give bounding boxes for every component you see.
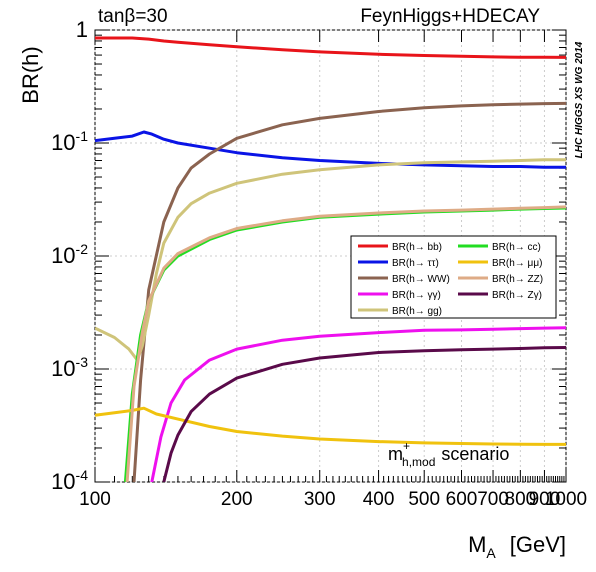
series-line: [95, 408, 566, 444]
legend-label: BR(h→ ZZ): [492, 274, 543, 285]
x-tick-label: 200: [221, 489, 253, 510]
scenario-label: m+ h,mod scenario: [388, 439, 509, 469]
y-tick-label: 1: [76, 17, 88, 42]
x-tick-label: 500: [408, 489, 440, 510]
legend-label: BR(h→ gg): [392, 306, 442, 317]
legend-label: BR(h→ bb): [392, 242, 442, 253]
x-axis-label: MA [GeV]: [468, 532, 566, 561]
x-tick-label: 300: [304, 489, 336, 510]
title-left: tanβ=30: [98, 6, 168, 27]
legend: BR(h→ bb) BR(h→ ττ) BR(h→ WW) BR(h→ γγ) BR(h…: [351, 236, 556, 318]
legend-label: BR(h→ μμ): [492, 258, 542, 269]
watermark: LHC HIGGS XS WG 2014: [574, 41, 585, 158]
y-tick-label: 10-2: [51, 241, 88, 268]
series-line: [95, 38, 566, 57]
scenario-sub: h,mod: [402, 455, 435, 469]
x-axis-label-sub: A: [486, 545, 496, 561]
x-tick-label: 600: [446, 489, 478, 510]
y-tick-label: 10-3: [51, 354, 88, 381]
legend-label: BR(h→ WW): [392, 274, 450, 285]
title-right: FeynHiggs+HDECAY: [360, 6, 540, 27]
x-axis-label-unit: [GeV]: [510, 532, 566, 557]
scenario-sup: +: [403, 439, 410, 453]
legend-label: BR(h→ Zγ): [492, 290, 542, 301]
x-axis-label-main: M: [468, 532, 486, 557]
scenario-suffix: scenario: [441, 444, 509, 464]
x-tick-label: 1000: [545, 489, 587, 510]
x-tick-label: 400: [363, 489, 395, 510]
scenario-base: m: [388, 444, 403, 464]
legend-label: BR(h→ ττ): [392, 258, 439, 269]
legend-label: BR(h→ γγ): [392, 290, 441, 301]
y-tick-label: 10-1: [51, 128, 88, 155]
x-tick-label: 100: [79, 489, 111, 510]
legend-label: BR(h→ cc): [492, 242, 541, 253]
y-axis-label: BR(h): [18, 46, 43, 103]
